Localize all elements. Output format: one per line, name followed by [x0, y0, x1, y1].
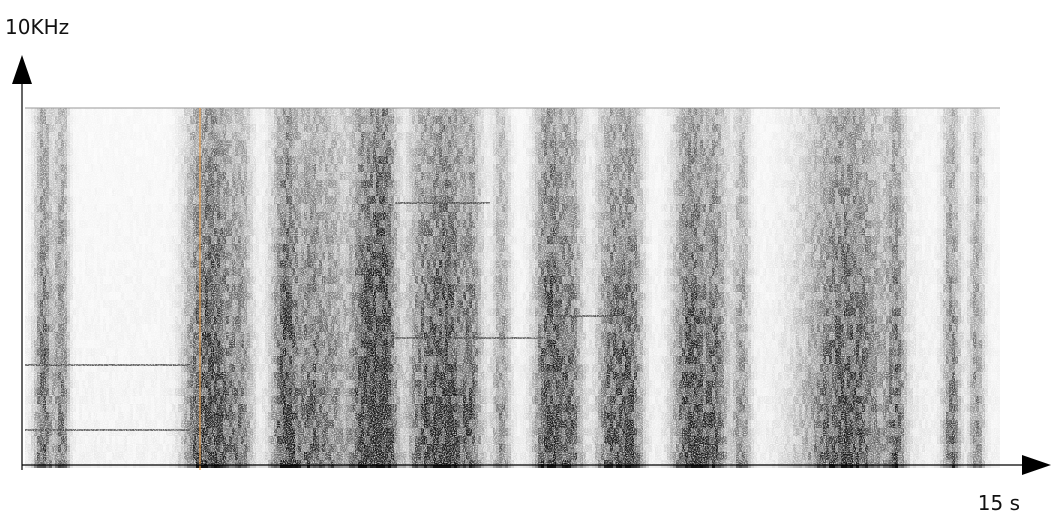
chart: 10KHz 15 s	[0, 0, 1051, 518]
